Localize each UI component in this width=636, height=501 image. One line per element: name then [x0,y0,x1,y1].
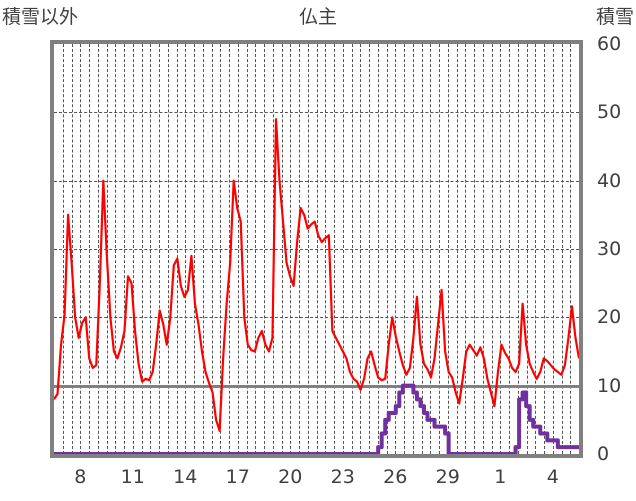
x-axis-tick-label: 11 [120,466,145,488]
y2-axis-tick-label: 60 [597,33,622,55]
left-axis-title: 積雪以外 [2,6,79,28]
gridline-horizontal [54,180,579,182]
y2-axis-tick-label: 20 [597,306,622,329]
plot-area [50,40,583,458]
x-axis-tick-label: 1 [494,466,507,488]
x-axis-tick-label: 29 [435,466,460,488]
gridline-horizontal [54,112,579,114]
y2-axis-tick-label: 30 [597,238,622,260]
y2-axis-tick-label: 50 [597,101,622,124]
right-axis-title: 積雪 [595,6,634,28]
x-axis-tick-label: 20 [278,466,303,488]
x-axis-tick-label: 23 [330,466,355,488]
left-axis-ticks: 2520151050-5 [0,0,44,501]
right-axis-ticks: 60 50 40 30 20 10 0 [589,0,636,501]
snow-depth-line [54,383,579,454]
plot-inner [54,44,579,454]
gridline-horizontal [54,249,579,250]
y2-axis-tick-label: 40 [597,169,622,192]
x-axis-tick-label: 17 [225,466,250,488]
x-axis-tick-label: 8 [74,466,87,488]
page-title: 仏主 [298,6,337,28]
gridline-horizontal [54,317,579,319]
x-axis-tick-label: 26 [383,466,408,488]
x-axis-tick-label: 14 [173,466,198,488]
series-layer [54,118,579,454]
zero-line [54,384,579,388]
x-axis-tick-label: 4 [546,466,559,488]
temperature-line [54,118,579,432]
y2-axis-tick-label: 10 [597,374,622,397]
y2-axis-tick-label: 0 [597,443,610,465]
